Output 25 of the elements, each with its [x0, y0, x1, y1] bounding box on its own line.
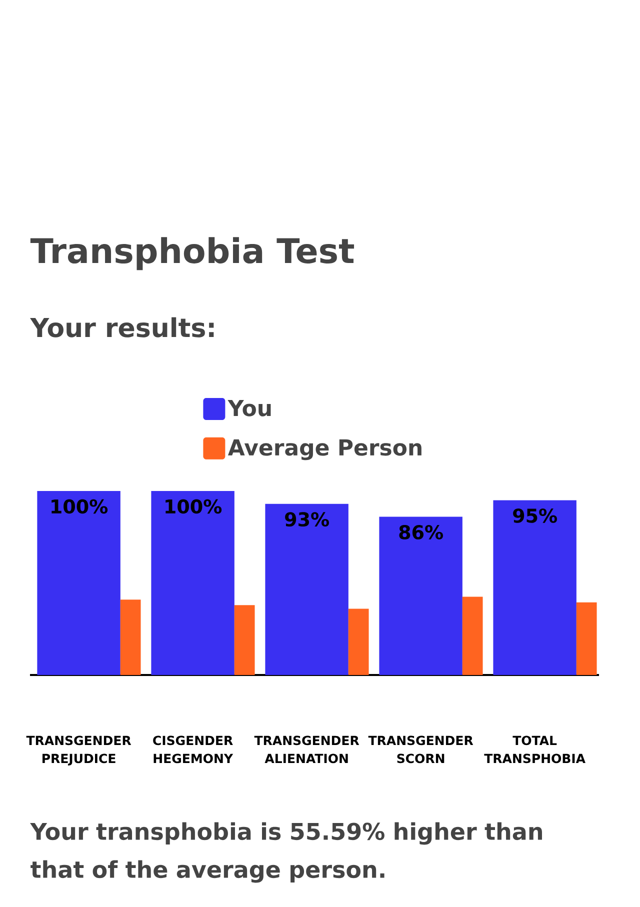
bar	[348, 608, 369, 676]
bar	[462, 596, 483, 676]
data-label: 93%	[285, 512, 329, 527]
chart-subtitle: Your results:	[30, 317, 214, 338]
data-label: 95%	[513, 508, 557, 523]
x-tick-label: TRANSGENDER ALIENATION	[254, 736, 360, 764]
legend-label: Average Person	[228, 439, 422, 460]
bar	[151, 491, 234, 676]
x-tick-label: TOTAL TRANSPHOBIA	[484, 736, 586, 764]
text: Your transphobia is 55.59% higher than that of the average person.	[30, 822, 542, 883]
x-tick-label: TRANSGENDER PREJUDICE	[26, 736, 132, 766]
data-label: 100%	[52, 499, 108, 514]
bar	[37, 491, 120, 676]
x-tick-label: TRANSGENDER SCORN	[368, 736, 474, 764]
bar	[576, 602, 597, 676]
data-label: 86%	[399, 525, 443, 540]
chart-title: Transphobia Test	[30, 237, 354, 270]
bar	[234, 605, 255, 676]
legend-label: You	[228, 400, 271, 416]
bar	[379, 516, 462, 676]
x-tick-label: CISGENDER HEGEMONY	[153, 736, 234, 764]
bar	[493, 500, 576, 676]
data-label: 100%	[166, 499, 222, 514]
bar	[120, 600, 141, 676]
bar	[265, 504, 348, 676]
